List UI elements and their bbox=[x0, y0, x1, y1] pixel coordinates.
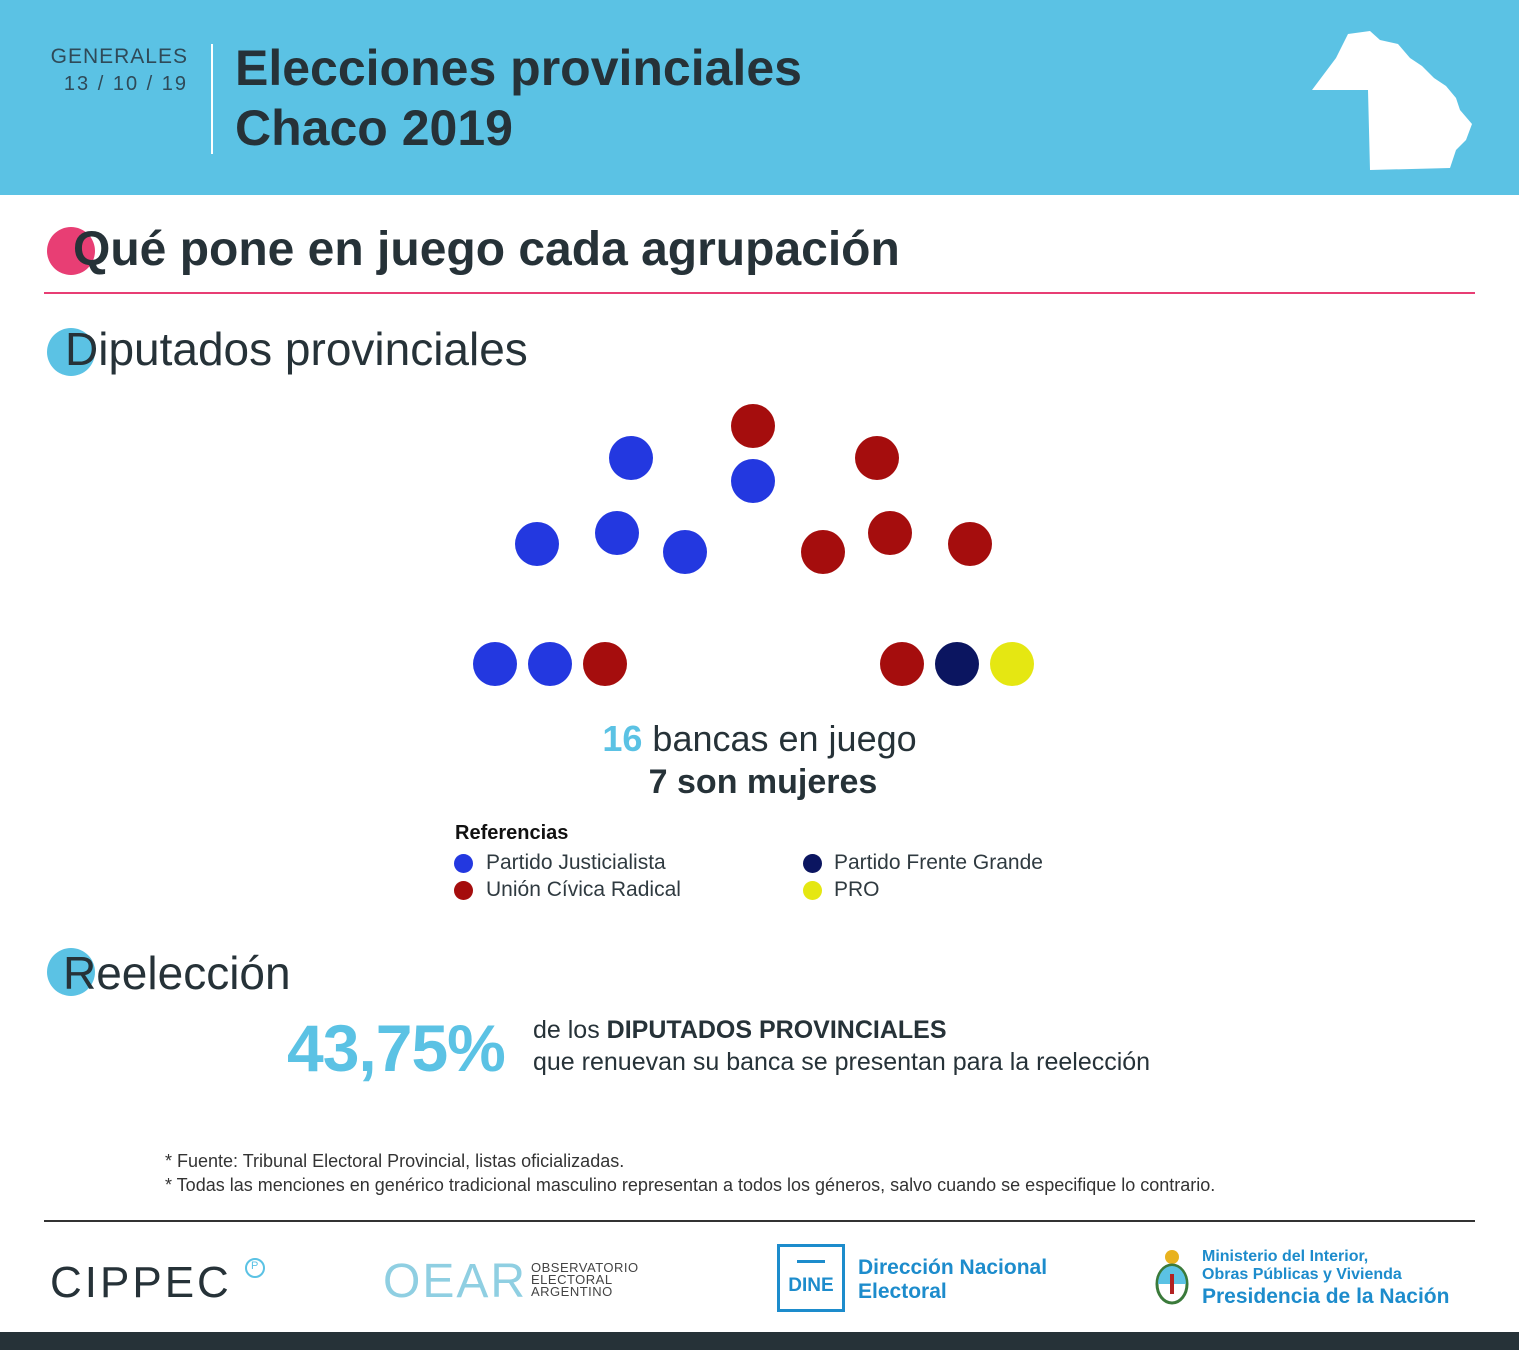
seat-dot bbox=[935, 642, 979, 686]
bancas-en-juego: 16 bancas en juego bbox=[0, 718, 1519, 760]
seat-dot bbox=[609, 436, 653, 480]
section-title-diputados: Diputados provinciales bbox=[45, 322, 528, 376]
seat-dot bbox=[948, 522, 992, 566]
reelection-text-line2: que renuevan su banca se presentan para … bbox=[533, 1048, 1151, 1076]
presidencia-name: Presidencia de la Nación bbox=[1202, 1285, 1450, 1308]
section-title-que-pone: Qué pone en juego cada agrupación bbox=[45, 222, 900, 277]
cippec-logo: CIPPEC bbox=[50, 1258, 232, 1307]
seat-dot bbox=[990, 642, 1034, 686]
seat-dot bbox=[731, 459, 775, 503]
seat-dot bbox=[731, 404, 775, 448]
page-title-line2: Chaco 2019 bbox=[235, 100, 513, 156]
seat-dot bbox=[515, 522, 559, 566]
legend-dot-pro bbox=[803, 881, 822, 900]
argentina-shield-icon bbox=[1155, 1250, 1189, 1305]
header-divider bbox=[211, 44, 213, 154]
seat-dot bbox=[855, 436, 899, 480]
page-title-line1: Elecciones provinciales bbox=[235, 40, 802, 96]
seat-dot bbox=[868, 511, 912, 555]
seat-dot bbox=[473, 642, 517, 686]
section-title-reeleccion: Reelección bbox=[45, 946, 291, 1000]
women-count: 7 son mujeres bbox=[648, 763, 878, 801]
dine-logo: DINE bbox=[777, 1244, 845, 1312]
source-note: * Fuente: Tribunal Electoral Provincial,… bbox=[165, 1151, 625, 1171]
oear-logo: OEAR bbox=[383, 1255, 528, 1308]
legend-item-ucr: Unión Cívica Radical bbox=[486, 878, 681, 901]
legend-dot-pj bbox=[454, 854, 473, 873]
seat-dot bbox=[801, 530, 845, 574]
dine-logo-bar bbox=[797, 1260, 825, 1263]
oear-logo-subtitle: OBSERVATORIO ELECTORAL ARGENTINO bbox=[531, 1260, 639, 1299]
section-divider bbox=[44, 292, 1475, 294]
legend-item-pj: Partido Justicialista bbox=[486, 851, 666, 874]
blue-dot-marker bbox=[47, 328, 95, 376]
pink-dot-marker bbox=[47, 227, 95, 275]
legend-title: Referencias bbox=[455, 822, 569, 844]
blue-dot-marker bbox=[47, 948, 95, 996]
seat-dot bbox=[663, 530, 707, 574]
page-title: Elecciones provinciales Chaco 2019 bbox=[235, 38, 802, 158]
footer-bar bbox=[0, 1332, 1519, 1350]
header-banner: GENERALES 13 / 10 / 19 Elecciones provin… bbox=[0, 0, 1519, 195]
seat-dot bbox=[595, 511, 639, 555]
cippec-logo-mark: P bbox=[245, 1258, 265, 1278]
total-seats-number: 16 bbox=[602, 718, 643, 759]
ministerio-name: Ministerio del Interior, Obras Públicas … bbox=[1202, 1248, 1402, 1283]
total-seats-label: bancas en juego bbox=[652, 718, 917, 759]
seat-dot bbox=[583, 642, 627, 686]
legend-item-frente-grande: Partido Frente Grande bbox=[834, 851, 1043, 874]
legend-dot-frente-grande bbox=[803, 854, 822, 873]
reelection-text-line1: de los DIPUTADOS PROVINCIALES bbox=[533, 1016, 947, 1044]
dine-name: Dirección Nacional Electoral bbox=[858, 1256, 1048, 1303]
election-date-block: GENERALES 13 / 10 / 19 bbox=[40, 44, 188, 98]
seat-dot bbox=[528, 642, 572, 686]
legend-dot-ucr bbox=[454, 881, 473, 900]
election-type-label: GENERALES bbox=[50, 45, 188, 68]
chaco-map-icon bbox=[1312, 31, 1472, 170]
legend-item-pro: PRO bbox=[834, 878, 880, 901]
footer-divider bbox=[44, 1220, 1475, 1222]
election-date: 13 / 10 / 19 bbox=[63, 73, 188, 95]
reelection-percentage: 43,75% bbox=[287, 1011, 506, 1085]
seat-dot bbox=[880, 642, 924, 686]
gender-note: * Todas las menciones en genérico tradic… bbox=[165, 1175, 1216, 1195]
